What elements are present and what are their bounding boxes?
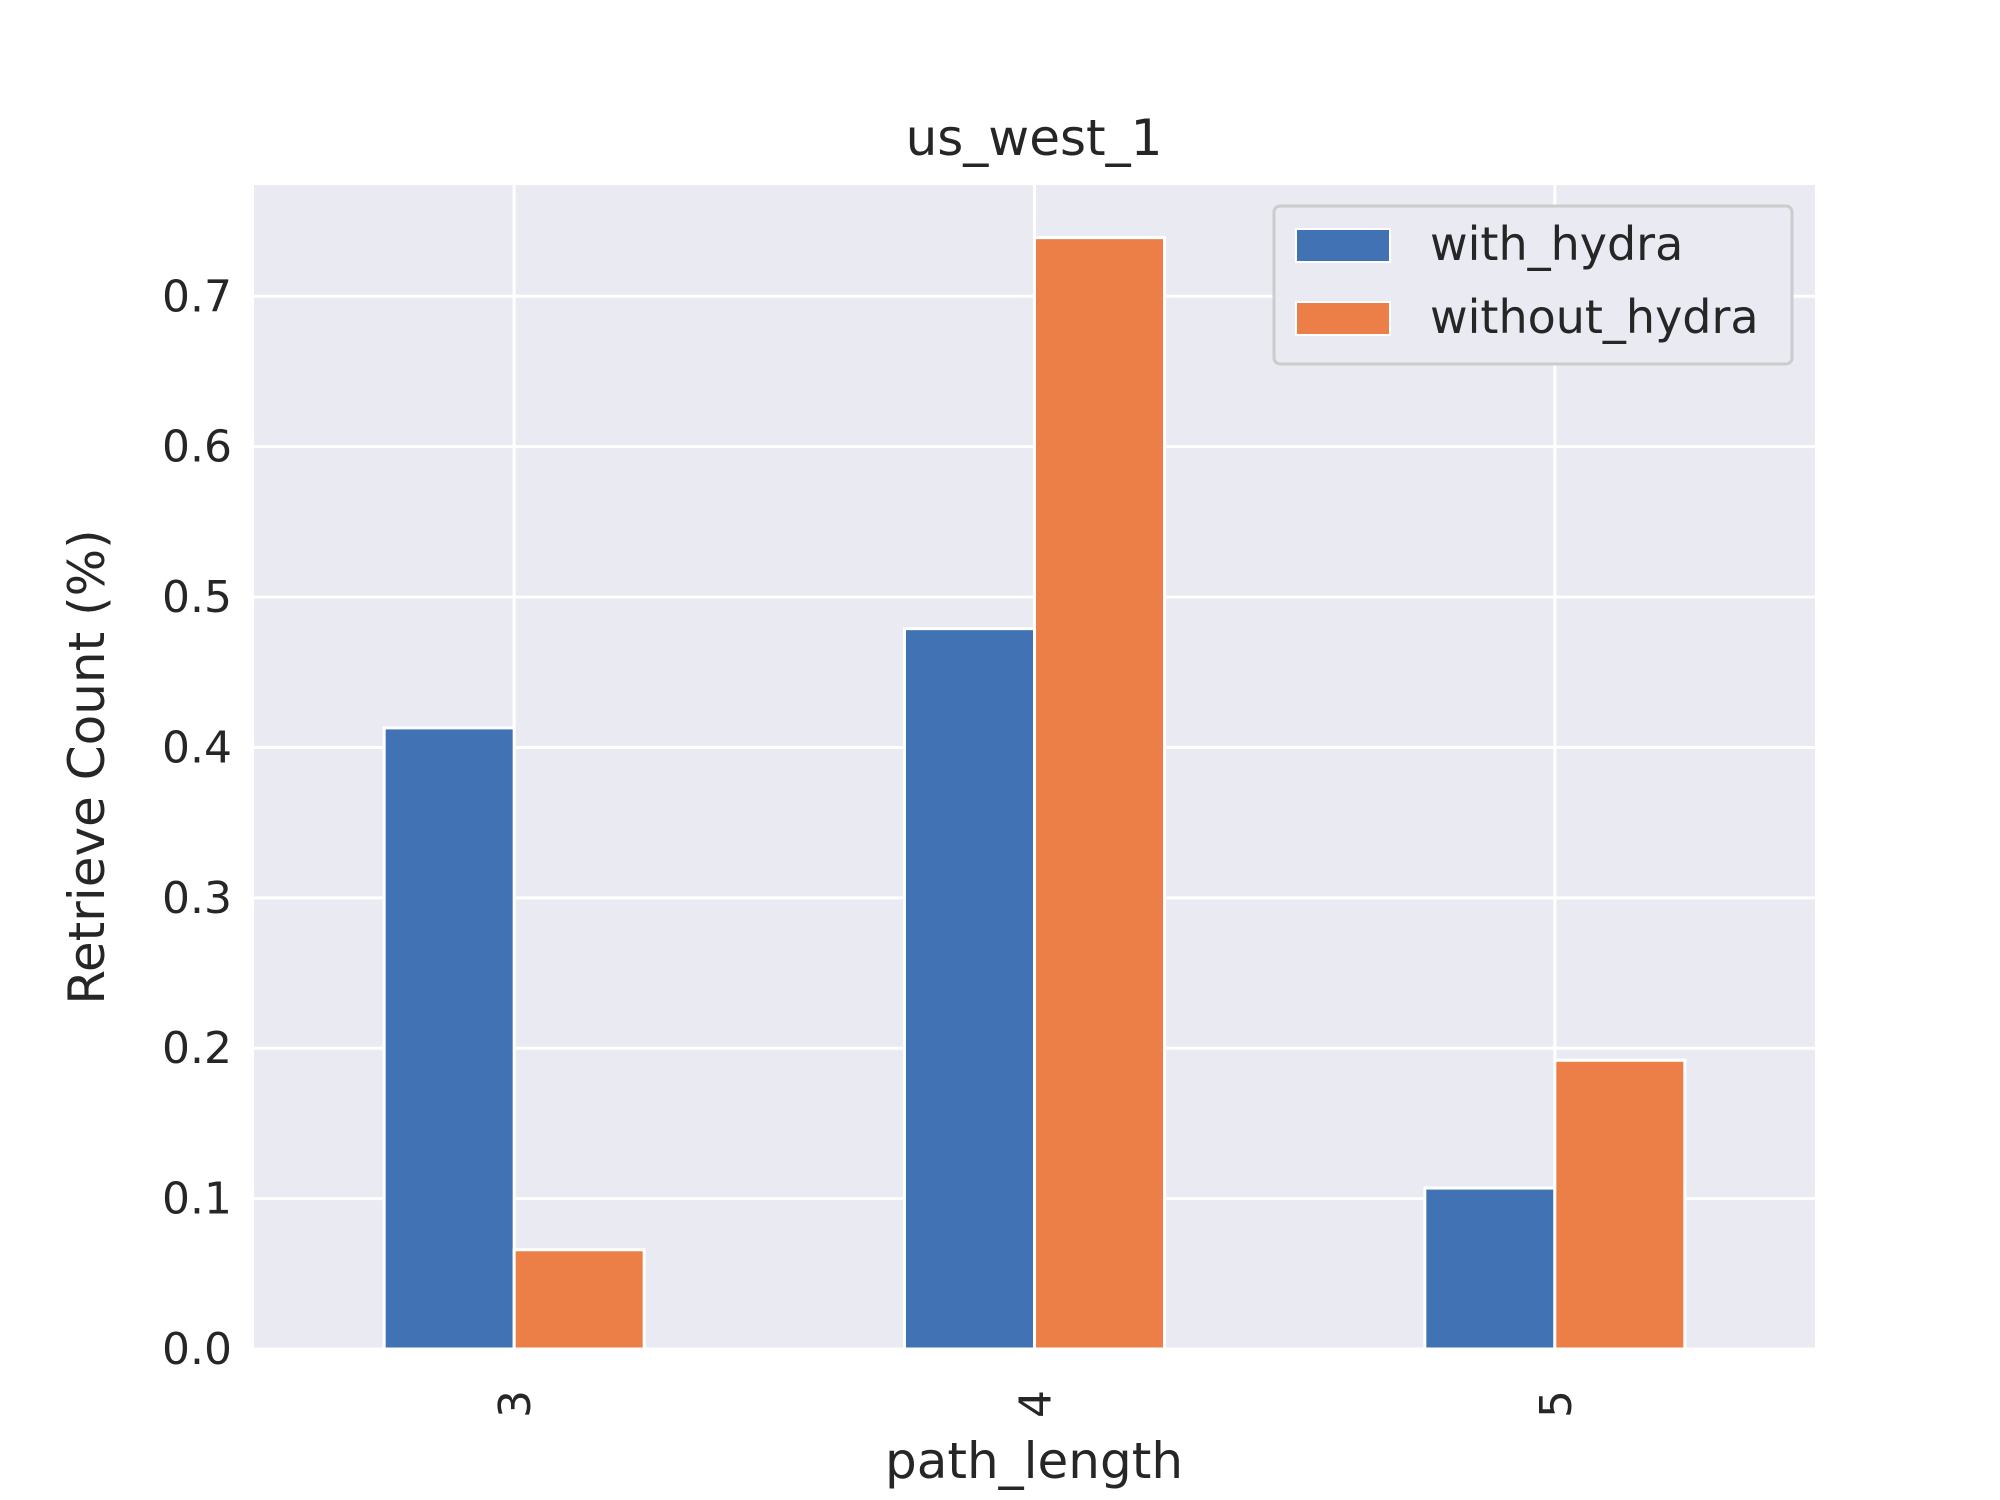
y-tick-labels: 0.0 0.1 0.2 0.3 0.4 0.5 0.6 0.7 bbox=[162, 271, 232, 1375]
x-tick-label: 4 bbox=[1011, 1390, 1062, 1418]
bar-without-hydra-4 bbox=[1033, 236, 1166, 1351]
x-tick-labels: 3 4 5 bbox=[490, 1390, 1582, 1418]
bar-without-hydra-5 bbox=[1553, 1058, 1687, 1351]
y-tick-label: 0.1 bbox=[162, 1174, 232, 1225]
y-axis-label: Retrieve Count (%) bbox=[58, 529, 116, 1004]
y-tick-label: 0.2 bbox=[162, 1023, 232, 1074]
legend-frame bbox=[1272, 204, 1794, 366]
bar-without-hydra-3 bbox=[512, 1248, 646, 1351]
legend: with_hydra without_hydra bbox=[1272, 204, 1794, 366]
bar-with-hydra-5 bbox=[1423, 1186, 1557, 1351]
legend-swatch-with-hydra bbox=[1295, 228, 1391, 263]
y-tick-label: 0.4 bbox=[162, 722, 232, 773]
bar-with-hydra-3 bbox=[382, 726, 516, 1351]
chart-title: us_west_1 bbox=[906, 109, 1163, 167]
y-tick-label: 0.6 bbox=[162, 422, 232, 473]
legend-label-without-hydra: without_hydra bbox=[1430, 290, 1759, 344]
x-axis-label: path_length bbox=[885, 1432, 1183, 1490]
x-tick-label: 5 bbox=[1531, 1390, 1582, 1418]
legend-label-with-hydra: with_hydra bbox=[1430, 217, 1683, 271]
legend-swatch-without-hydra bbox=[1295, 301, 1391, 336]
y-tick-label: 0.5 bbox=[162, 572, 232, 623]
bars bbox=[382, 236, 1687, 1351]
y-tick-label: 0.7 bbox=[162, 271, 232, 322]
x-tick-label: 3 bbox=[490, 1390, 541, 1418]
y-tick-label: 0.0 bbox=[162, 1324, 232, 1375]
bar-with-hydra-4 bbox=[903, 627, 1036, 1351]
y-tick-label: 0.3 bbox=[162, 873, 232, 924]
